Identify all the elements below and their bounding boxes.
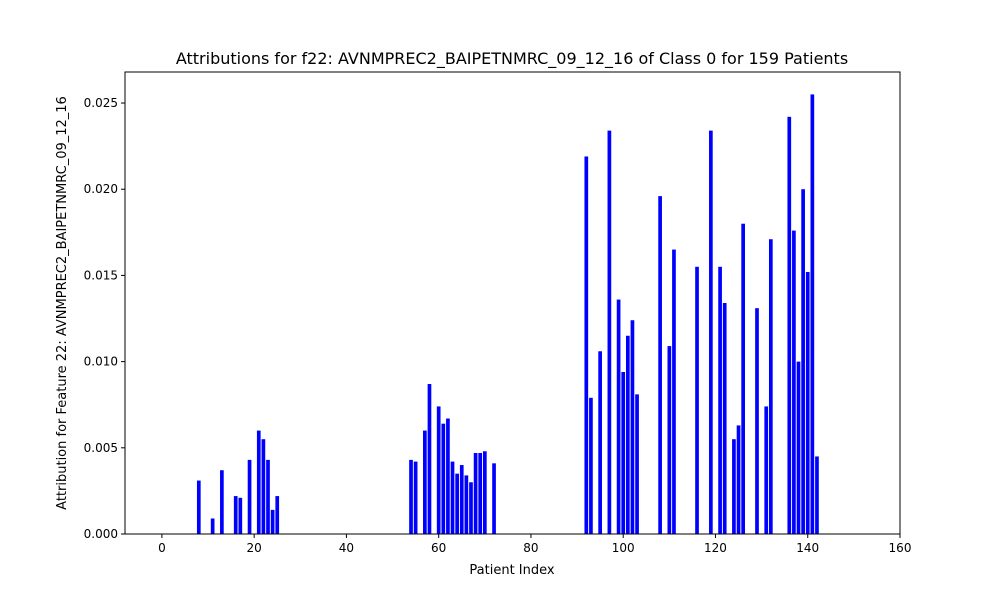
y-tick-label-1: 0.005 (84, 441, 118, 455)
bar-patient-65 (459, 465, 464, 534)
chart-title: Attributions for f22: AVNMPREC2_BAIPETNM… (176, 49, 848, 69)
bar-patient-99 (616, 299, 621, 534)
bar-patient-63 (450, 461, 455, 534)
x-tick-label-20: 20 (247, 541, 262, 555)
x-axis-label: Patient Index (469, 563, 554, 578)
bar-patient-58 (427, 384, 432, 534)
bar-patient-17 (238, 497, 243, 534)
bar-patient-116 (695, 266, 699, 534)
bar-patient-68 (473, 452, 478, 534)
x-tick-label-120: 120 (704, 541, 727, 555)
bar-patient-64 (455, 473, 459, 534)
bar-patient-95 (598, 351, 602, 534)
bar-patient-124 (732, 439, 736, 534)
y-axis-label: Attribution for Feature 22: AVNMPREC2_BA… (55, 96, 70, 510)
bar-patient-138 (796, 361, 801, 534)
bar-patient-100 (621, 371, 626, 534)
bar-patient-22 (261, 439, 266, 534)
bar-patient-54 (409, 459, 413, 534)
bar-patient-8 (196, 480, 201, 534)
bar-patient-24 (270, 509, 275, 534)
bar-patient-11 (210, 518, 215, 534)
bar-patient-55 (413, 461, 418, 534)
y-tick-label-5: 0.025 (84, 96, 118, 110)
bar-patient-25 (275, 496, 280, 534)
bar-patient-121 (718, 266, 722, 534)
bar-patient-102 (630, 320, 635, 534)
bar-patient-23 (266, 459, 270, 534)
bar-patient-139 (801, 189, 805, 534)
bar-patient-119 (709, 130, 713, 535)
bar-patient-57 (423, 430, 427, 534)
bar-patient-131 (764, 406, 769, 534)
bar-patient-66 (464, 475, 469, 534)
bar-patient-136 (787, 116, 792, 534)
bar-patient-129 (755, 308, 759, 534)
bar-patient-110 (667, 346, 672, 534)
bar-patient-142 (815, 456, 819, 534)
bar-patient-93 (589, 397, 593, 534)
bar-patient-60 (436, 406, 441, 534)
bar-patient-137 (792, 230, 796, 534)
bar-patient-69 (478, 452, 483, 534)
bar-patient-140 (805, 271, 810, 534)
x-tick-label-160: 160 (889, 541, 912, 555)
bar-patient-92 (584, 156, 589, 534)
bar-patient-61 (441, 423, 446, 534)
bar-patient-126 (741, 223, 745, 534)
bar-patient-97 (607, 130, 612, 535)
y-tick-label-2: 0.010 (84, 355, 118, 369)
bar-patient-111 (672, 249, 676, 534)
x-tick-label-100: 100 (612, 541, 635, 555)
bar-patient-62 (446, 418, 450, 534)
bar-patient-70 (482, 451, 487, 534)
bar-patient-132 (768, 239, 773, 534)
bar-patient-19 (247, 459, 252, 534)
bar-patient-103 (635, 394, 639, 534)
bar-patient-122 (722, 303, 727, 534)
x-tick-label-80: 80 (523, 541, 538, 555)
bar-patient-141 (810, 94, 815, 534)
y-axis: 0.000 0.005 0.010 0.015 0.020 0.025 (84, 96, 125, 541)
bar-patient-13 (220, 470, 224, 534)
x-tick-label-0: 0 (158, 541, 166, 555)
bar-patient-72 (492, 463, 496, 534)
y-tick-label-0: 0.000 (84, 527, 118, 541)
x-tick-label-60: 60 (431, 541, 446, 555)
bar-patient-108 (658, 196, 662, 534)
bar-patient-67 (469, 482, 473, 534)
y-tick-label-4: 0.020 (84, 182, 118, 196)
y-tick-label-3: 0.015 (84, 268, 118, 282)
plot-frame (124, 71, 901, 535)
bar-patient-125 (736, 425, 741, 534)
bar-patient-21 (256, 430, 261, 534)
bar-patient-16 (233, 496, 238, 534)
bars-group (196, 94, 819, 535)
x-axis: 0 20 40 60 80 100 120 140 160 (158, 534, 911, 555)
bar-patient-101 (625, 335, 630, 534)
x-tick-label-140: 140 (796, 541, 819, 555)
x-tick-label-40: 40 (339, 541, 354, 555)
